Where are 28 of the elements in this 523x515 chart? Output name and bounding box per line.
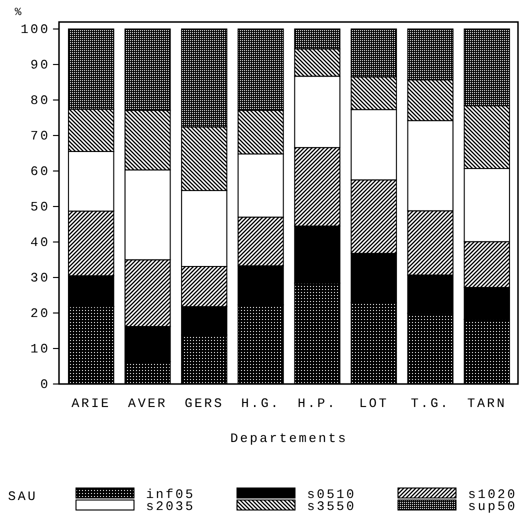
x-axis-title: Departements (230, 431, 348, 446)
x-tick-label: ARIE (71, 396, 111, 412)
y-tick-label: 60 (30, 164, 50, 180)
legend-label: s2035 (146, 499, 196, 514)
y-tick-label: 100 (20, 22, 50, 38)
y-tick-label: 0 (40, 377, 50, 392)
legend-label: inf05 (146, 487, 196, 502)
legend-label: sup50 (468, 499, 518, 514)
x-tick-label: H.P. (298, 396, 337, 412)
y-tick-label: 90 (30, 58, 50, 73)
y-tick-label: 80 (30, 93, 50, 108)
x-tick-label: GERS (184, 396, 224, 412)
y-tick-label: 30 (30, 270, 50, 286)
y-tick-label: 20 (30, 306, 50, 322)
y-tick-label: 70 (30, 128, 50, 144)
y-tick-label: 40 (30, 235, 50, 250)
legend-label: s0510 (307, 487, 356, 502)
x-tick-label: T.G. (410, 396, 450, 412)
x-tick-label: AVER (128, 396, 168, 412)
x-tick-label: TARN (467, 396, 507, 412)
y-tick-label: 10 (30, 342, 50, 357)
legend-label: s1020 (468, 487, 518, 502)
legend-label: s3550 (307, 499, 356, 514)
x-tick-label: H.G. (241, 396, 280, 412)
legend-title: SAU (8, 489, 38, 504)
y-tick-label: 50 (30, 200, 50, 215)
y-axis-title: % (14, 7, 22, 19)
x-tick-label: LOT (359, 396, 389, 412)
